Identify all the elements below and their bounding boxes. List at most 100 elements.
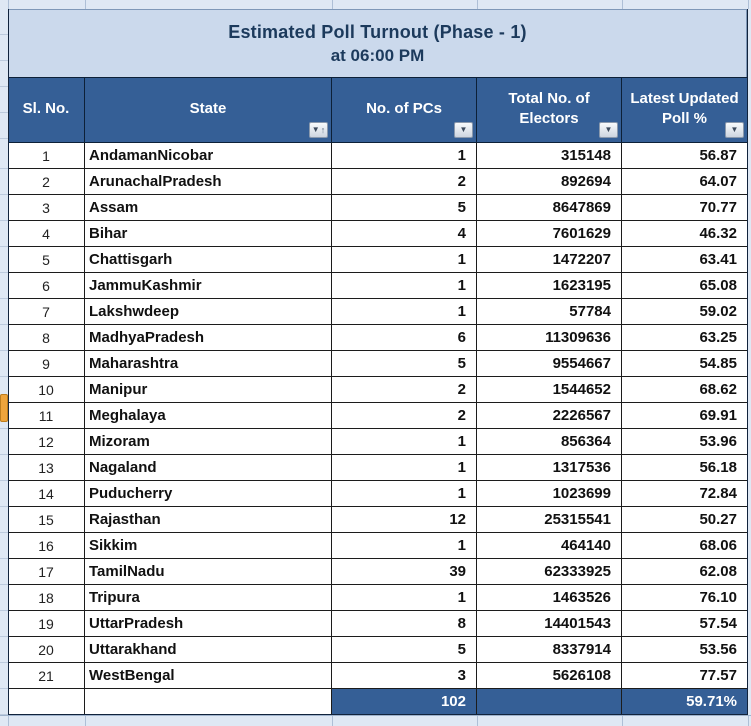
total-pcs-cell[interactable]: 102 <box>332 689 477 714</box>
cell-sl-no[interactable]: 11 <box>8 403 85 428</box>
cell-no-of-pcs[interactable]: 5 <box>332 195 477 220</box>
cell-total-electors[interactable]: 11309636 <box>477 325 622 350</box>
pcs-filter-button[interactable]: ▼ <box>454 122 473 138</box>
cell-poll-percent[interactable]: 59.02 <box>699 303 737 320</box>
cell-no-of-pcs[interactable]: 8 <box>332 611 477 636</box>
cell-state[interactable]: UttarPradesh <box>85 611 332 636</box>
cell-no-of-pcs[interactable]: 12 <box>332 507 477 532</box>
cell-sl-no[interactable]: 9 <box>8 351 85 376</box>
cell-poll-percent[interactable]: 62.08 <box>699 563 737 580</box>
total-electors-cell[interactable] <box>477 689 622 714</box>
cell-no-of-pcs[interactable]: 2 <box>332 403 477 428</box>
cell-total-electors[interactable]: 1544652 <box>477 377 622 402</box>
cell-no-of-pcs[interactable]: 6 <box>332 325 477 350</box>
cell-total-electors[interactable]: 25315541 <box>477 507 622 532</box>
cell-total-electors[interactable]: 1472207 <box>477 247 622 272</box>
cell-no-of-pcs[interactable]: 1 <box>332 455 477 480</box>
cell-sl-no[interactable]: 3 <box>8 195 85 220</box>
cell-sl-no[interactable]: 13 <box>8 455 85 480</box>
cell-poll-percent[interactable]: 69.91 <box>699 407 737 424</box>
cell-poll-percent[interactable]: 56.18 <box>699 459 737 476</box>
cell-total-electors[interactable]: 1023699 <box>477 481 622 506</box>
cell-state[interactable]: Manipur <box>85 377 332 402</box>
cell-sl-no[interactable]: 15 <box>8 507 85 532</box>
cell-sl-no[interactable]: 14 <box>8 481 85 506</box>
cell-no-of-pcs[interactable]: 5 <box>332 351 477 376</box>
cell-sl-no[interactable]: 2 <box>8 169 85 194</box>
cell-no-of-pcs[interactable]: 2 <box>332 377 477 402</box>
total-state-cell[interactable] <box>85 689 332 714</box>
cell-total-electors[interactable]: 7601629 <box>477 221 622 246</box>
cell-no-of-pcs[interactable]: 1 <box>332 247 477 272</box>
cell-total-electors[interactable]: 1463526 <box>477 585 622 610</box>
cell-sl-no[interactable]: 5 <box>8 247 85 272</box>
cell-state[interactable]: Maharashtra <box>85 351 332 376</box>
cell-total-electors[interactable]: 892694 <box>477 169 622 194</box>
cell-state[interactable]: JammuKashmir <box>85 273 332 298</box>
cell-no-of-pcs[interactable]: 1 <box>332 273 477 298</box>
cell-poll-percent[interactable]: 53.56 <box>699 641 737 658</box>
cell-no-of-pcs[interactable]: 1 <box>332 585 477 610</box>
cell-no-of-pcs[interactable]: 1 <box>332 429 477 454</box>
cell-state[interactable]: Rajasthan <box>85 507 332 532</box>
cell-no-of-pcs[interactable]: 3 <box>332 663 477 688</box>
cell-poll-percent[interactable]: 57.54 <box>699 615 737 632</box>
cell-total-electors[interactable]: 62333925 <box>477 559 622 584</box>
cell-poll-percent[interactable]: 56.87 <box>699 147 737 164</box>
cell-sl-no[interactable]: 8 <box>8 325 85 350</box>
cell-sl-no[interactable]: 19 <box>8 611 85 636</box>
cell-sl-no[interactable]: 1 <box>8 143 85 168</box>
cell-state[interactable]: AndamanNicobar <box>85 143 332 168</box>
cell-total-electors[interactable]: 856364 <box>477 429 622 454</box>
cell-state[interactable]: Lakshwdeep <box>85 299 332 324</box>
cell-state[interactable]: Assam <box>85 195 332 220</box>
electors-filter-button[interactable]: ▼ <box>599 122 618 138</box>
cell-poll-percent[interactable]: 63.41 <box>699 251 737 268</box>
cell-poll-percent[interactable]: 53.96 <box>699 433 737 450</box>
cell-sl-no[interactable]: 12 <box>8 429 85 454</box>
cell-no-of-pcs[interactable]: 5 <box>332 637 477 662</box>
cell-total-electors[interactable]: 57784 <box>477 299 622 324</box>
cell-sl-no[interactable]: 7 <box>8 299 85 324</box>
cell-total-electors[interactable]: 1317536 <box>477 455 622 480</box>
cell-sl-no[interactable]: 6 <box>8 273 85 298</box>
cell-poll-percent[interactable]: 76.10 <box>699 589 737 606</box>
state-filter-button[interactable]: ▼ ↑ <box>309 122 328 138</box>
cell-state[interactable]: Puducherry <box>85 481 332 506</box>
cell-no-of-pcs[interactable]: 1 <box>332 299 477 324</box>
cell-total-electors[interactable]: 14401543 <box>477 611 622 636</box>
cell-state[interactable]: Uttarakhand <box>85 637 332 662</box>
cell-poll-percent[interactable]: 68.62 <box>699 381 737 398</box>
total-sl-cell[interactable] <box>8 689 85 714</box>
cell-poll-percent[interactable]: 46.32 <box>699 225 737 242</box>
cell-total-electors[interactable]: 8337914 <box>477 637 622 662</box>
cell-no-of-pcs[interactable]: 1 <box>332 533 477 558</box>
total-poll-cell[interactable]: 59.71% <box>622 689 747 714</box>
cell-state[interactable]: Nagaland <box>85 455 332 480</box>
cell-poll-percent[interactable]: 70.77 <box>699 199 737 216</box>
cell-state[interactable]: Mizoram <box>85 429 332 454</box>
cell-state[interactable]: Sikkim <box>85 533 332 558</box>
cell-state[interactable]: Tripura <box>85 585 332 610</box>
cell-sl-no[interactable]: 21 <box>8 663 85 688</box>
cell-state[interactable]: WestBengal <box>85 663 332 688</box>
cell-poll-percent[interactable]: 50.27 <box>699 511 737 528</box>
cell-no-of-pcs[interactable]: 4 <box>332 221 477 246</box>
cell-sl-no[interactable]: 4 <box>8 221 85 246</box>
cell-sl-no[interactable]: 17 <box>8 559 85 584</box>
cell-total-electors[interactable]: 1623195 <box>477 273 622 298</box>
cell-sl-no[interactable]: 10 <box>8 377 85 402</box>
poll-filter-button[interactable]: ▼ <box>725 122 744 138</box>
cell-state[interactable]: ArunachalPradesh <box>85 169 332 194</box>
cell-poll-percent[interactable]: 64.07 <box>699 173 737 190</box>
cell-state[interactable]: MadhyaPradesh <box>85 325 332 350</box>
cell-sl-no[interactable]: 20 <box>8 637 85 662</box>
cell-poll-percent[interactable]: 54.85 <box>699 355 737 372</box>
cell-total-electors[interactable]: 9554667 <box>477 351 622 376</box>
cell-poll-percent[interactable]: 65.08 <box>699 277 737 294</box>
cell-no-of-pcs[interactable]: 1 <box>332 143 477 168</box>
cell-no-of-pcs[interactable]: 2 <box>332 169 477 194</box>
cell-poll-percent[interactable]: 63.25 <box>699 329 737 346</box>
cell-total-electors[interactable]: 5626108 <box>477 663 622 688</box>
cell-total-electors[interactable]: 8647869 <box>477 195 622 220</box>
